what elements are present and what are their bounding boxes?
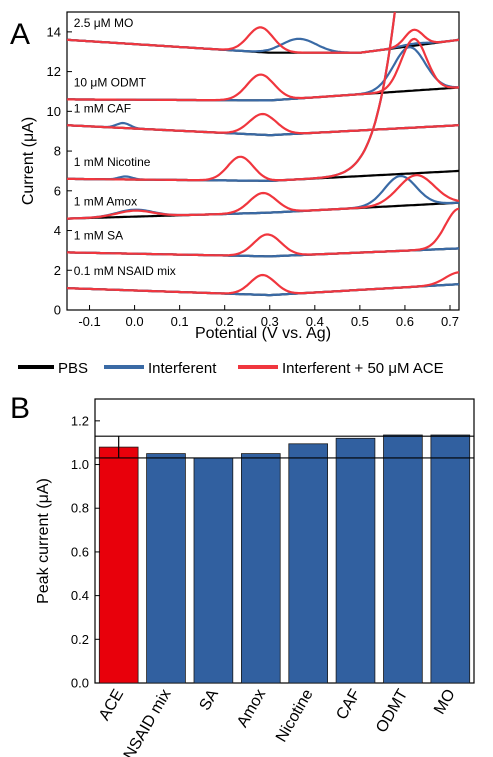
bar-sa xyxy=(193,457,234,684)
panel-b-y-axis-label: Peak current (μA) xyxy=(35,478,52,604)
trace-label-1-mm-nicotine: 1 mM Nicotine xyxy=(74,155,151,169)
x-tick-label: -0.1 xyxy=(78,314,100,329)
x-tick-label: SA xyxy=(196,686,222,713)
ace-curve-0-1-mm-nsaid-mix xyxy=(67,271,459,295)
ace-curve-10-m-odmt xyxy=(67,37,459,102)
y-tick-label: 0.4 xyxy=(71,588,89,603)
ace-curve-1-mm-nicotine xyxy=(67,12,396,182)
y-tick-label: 4 xyxy=(54,223,61,238)
trace-label-2-5-m-mo: 2.5 μM MO xyxy=(74,16,134,30)
y-tick-label: 0.6 xyxy=(71,544,89,559)
interferent-curve-1-mm-sa xyxy=(67,247,459,258)
y-tick-label: 0.0 xyxy=(71,676,89,691)
bar-odmt xyxy=(383,434,423,684)
bar-amox xyxy=(240,453,281,684)
bar-nsaid-mix xyxy=(146,453,186,684)
y-tick-label: 14 xyxy=(47,24,61,39)
x-tick-label: NSAID mix xyxy=(121,687,175,757)
y-tick-label: 8 xyxy=(54,144,61,159)
trace-label-1-mm-caf: 1 mM CAF xyxy=(74,101,131,115)
x-tick-label: ODMT xyxy=(373,686,411,735)
x-tick-label: 0.5 xyxy=(351,314,369,329)
x-tick-label: 0.1 xyxy=(171,314,189,329)
bar-nicotine xyxy=(288,443,328,684)
bar-mo xyxy=(430,434,471,684)
x-tick-label: 0.2 xyxy=(216,314,234,329)
y-tick-label: 1.0 xyxy=(71,457,89,472)
panel-a-annotations: 2.5 μM MO 10 μM ODMT 1 mM CAF 1 mM Nicotine… xyxy=(74,16,176,278)
panel-a-chart: -0.1 0.0 0.1 0.2 0.3 0.4 0.5 0.6 0.7 0 2 4 6 8 10 12 14… xyxy=(20,11,460,342)
x-tick-label: 0.6 xyxy=(396,314,414,329)
y-tick-label: 10 xyxy=(47,104,61,119)
panel-a-x-ticks: -0.1 0.0 0.1 0.2 0.3 0.4 0.5 0.6 0.7 xyxy=(78,305,459,329)
y-tick-label: 0.2 xyxy=(71,632,89,647)
y-tick-label: 0.8 xyxy=(71,501,89,516)
panel-b-frame xyxy=(94,398,475,684)
bar-ace xyxy=(98,446,139,684)
x-tick-label: 0.3 xyxy=(261,314,279,329)
x-tick-label: MO xyxy=(431,687,459,718)
panel-a-y-axis-label: Current (μA) xyxy=(20,117,37,205)
y-tick-label: 1.2 xyxy=(71,413,89,428)
ace-curve-1-mm-caf xyxy=(67,112,459,135)
trace-label-10-m-odmt: 10 μM ODMT xyxy=(74,76,147,90)
legend: PBS Interferent Interferent + 50 μM ACE xyxy=(18,360,444,377)
y-tick-label: 2 xyxy=(54,263,61,278)
ace-curve-1-mm-amox xyxy=(67,174,459,220)
panel-a-y-ticks: 0 2 4 6 8 10 12 14 xyxy=(47,24,72,318)
x-tick-label: 0.0 xyxy=(126,314,144,329)
x-tick-label: Amox xyxy=(234,687,269,731)
x-tick-label: 0.4 xyxy=(306,314,324,329)
panel-b-y-ticks: 0.0 0.2 0.4 0.6 0.8 1.0 1.2 xyxy=(71,413,100,691)
legend-pbs-label: PBS xyxy=(58,360,88,377)
y-tick-label: 0 xyxy=(54,303,61,318)
x-tick-label: ACE xyxy=(96,687,127,724)
trace-label-1-mm-amox: 1 mM Amox xyxy=(74,195,137,209)
bar-caf xyxy=(335,437,376,684)
trace-label-0-1-mm-nsaid-mix: 0.1 mM NSAID mix xyxy=(74,264,176,278)
legend-interferent-label: Interferent xyxy=(148,360,217,377)
x-tick-label: CAF xyxy=(333,686,364,722)
legend-ace-label: Interferent + 50 μM ACE xyxy=(282,360,444,377)
panel-b-label: B xyxy=(10,392,30,425)
panel-a-curves xyxy=(67,12,459,297)
trace-label-1-mm-sa: 1 mM SA xyxy=(74,228,123,242)
ace-curve-2-5-m-mo xyxy=(67,26,459,54)
y-tick-label: 6 xyxy=(54,183,61,198)
x-tick-label: Nicotine xyxy=(273,686,317,745)
panel-a-frame xyxy=(66,11,460,311)
interferent-curve-2-5-m-mo xyxy=(67,37,459,54)
ace-curve-1-mm-sa xyxy=(67,207,459,257)
panel-a-x-axis-label: Potential (V vs. Ag) xyxy=(195,325,331,342)
x-tick-label: 0.7 xyxy=(441,314,459,329)
panel-b-bars xyxy=(95,434,474,684)
panel-a-label: A xyxy=(10,18,30,51)
y-tick-label: 12 xyxy=(47,64,61,79)
